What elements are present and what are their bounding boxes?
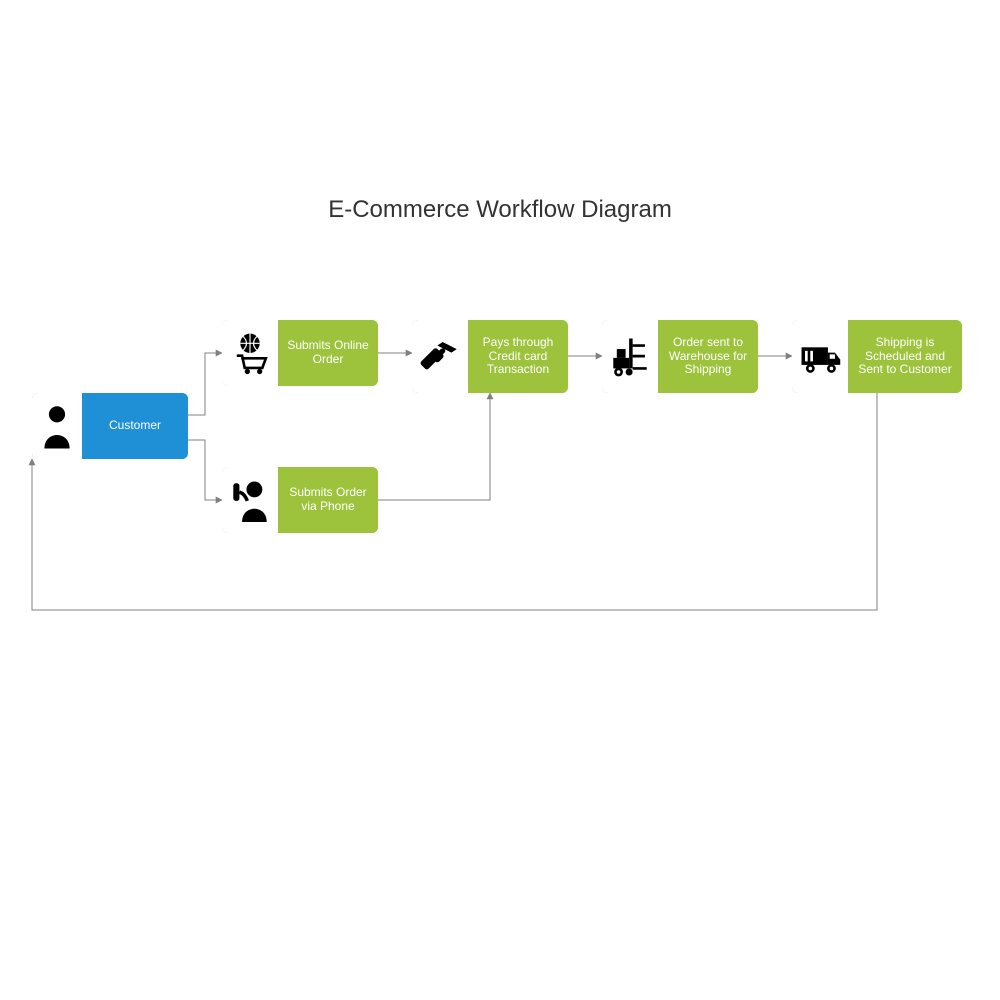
node-phone-order-label: Submits Order via Phone bbox=[278, 467, 378, 533]
node-warehouse: Order sent to Warehouse for Shipping bbox=[602, 320, 758, 393]
truck-icon bbox=[792, 320, 848, 393]
check-card-icon bbox=[412, 320, 468, 393]
node-customer: Customer bbox=[32, 393, 188, 459]
forklift-icon bbox=[602, 320, 658, 393]
edge-phone-order-payment bbox=[378, 393, 490, 500]
node-customer-label: Customer bbox=[82, 393, 188, 459]
node-shipping: Shipping is Scheduled and Sent to Custom… bbox=[792, 320, 962, 393]
node-payment: Pays through Credit card Transaction bbox=[412, 320, 568, 393]
node-online-order-label: Submits Online Order bbox=[278, 320, 378, 386]
node-warehouse-label: Order sent to Warehouse for Shipping bbox=[658, 320, 758, 393]
node-shipping-label: Shipping is Scheduled and Sent to Custom… bbox=[848, 320, 962, 393]
edge-customer-online-order bbox=[188, 353, 222, 415]
globe-cart-icon bbox=[222, 320, 278, 386]
diagram-title: E-Commerce Workflow Diagram bbox=[0, 196, 1000, 224]
person-icon bbox=[32, 393, 82, 459]
connectors-layer bbox=[0, 0, 1000, 1000]
node-phone-order: Submits Order via Phone bbox=[222, 467, 378, 533]
phone-person-icon bbox=[222, 467, 278, 533]
edge-customer-phone-order bbox=[188, 440, 222, 500]
node-payment-label: Pays through Credit card Transaction bbox=[468, 320, 568, 393]
node-online-order: Submits Online Order bbox=[222, 320, 378, 386]
